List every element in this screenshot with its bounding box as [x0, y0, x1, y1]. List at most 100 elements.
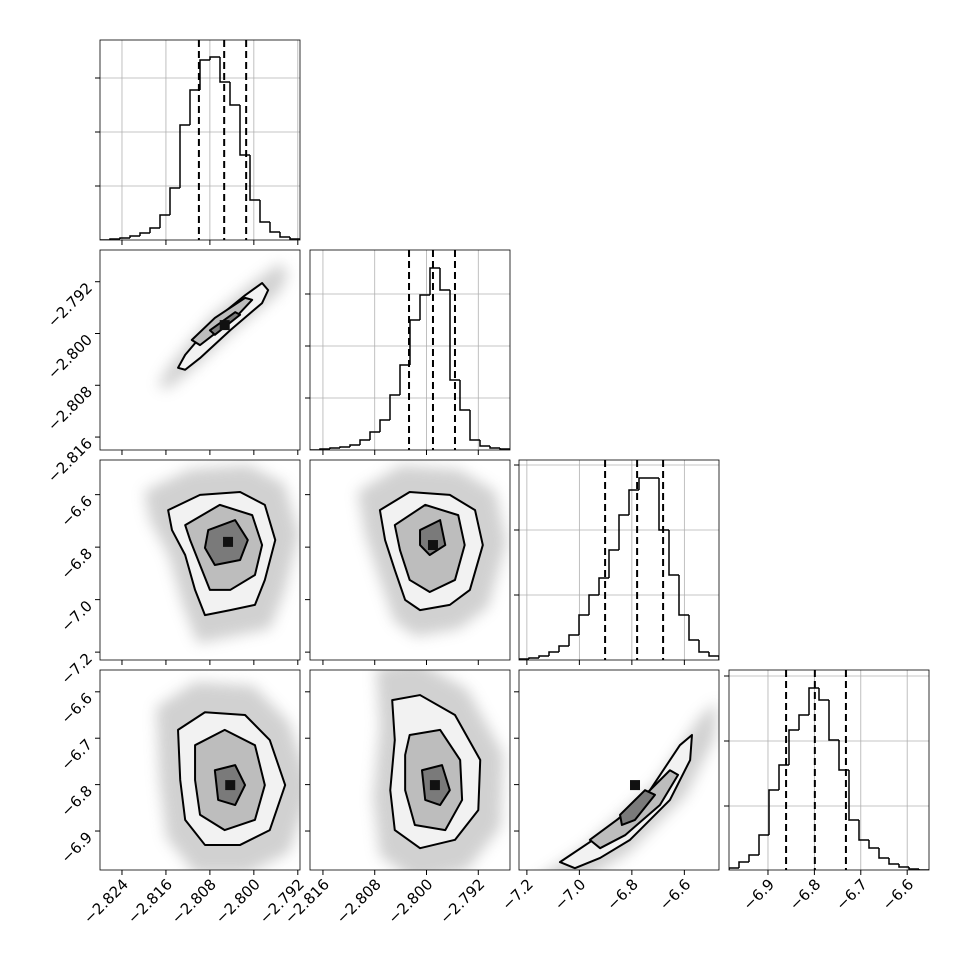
histogram-step [758, 834, 769, 855]
histogram-step [738, 861, 749, 868]
histogram-step [898, 864, 909, 868]
panel [519, 670, 719, 870]
histogram-step [788, 729, 799, 765]
y-tick-label: −6.6 [58, 689, 96, 727]
histogram-step [548, 651, 559, 656]
histogram-step [429, 267, 440, 295]
histogram-step [768, 789, 779, 835]
histogram-step [469, 410, 480, 441]
x-tick-label: −6.8 [786, 875, 824, 913]
histogram-step [678, 575, 689, 616]
histogram-step [828, 700, 839, 741]
density-peak [219, 320, 230, 331]
panel-frame [99, 669, 301, 871]
panel [729, 670, 929, 870]
x-tick-label: −7.2 [498, 875, 536, 913]
panel-frame [309, 459, 511, 661]
y-tick-label: −2.816 [44, 434, 96, 486]
histogram-step [219, 57, 230, 83]
y-tick-label: −2.808 [44, 383, 96, 435]
panel [310, 250, 510, 450]
panel [310, 460, 510, 660]
panel [100, 40, 300, 240]
x-tick-label: −6.6 [656, 875, 694, 913]
y-tick-label: −6.7 [58, 735, 96, 773]
y-tick-label: −7.0 [58, 597, 96, 635]
histogram-step [149, 227, 160, 233]
histogram-step [269, 222, 280, 233]
histogram-step [868, 840, 879, 849]
histogram-step [349, 444, 360, 447]
histogram-step [908, 867, 919, 870]
panel-frame [99, 249, 301, 451]
histogram-step [608, 549, 619, 578]
histogram-step [708, 652, 719, 660]
y-tick-label: −2.800 [44, 331, 96, 383]
x-tick-label: −2.792 [436, 875, 488, 927]
histogram-step [668, 530, 679, 576]
panel-frame [518, 459, 720, 661]
panel-bg [519, 460, 719, 660]
y-tick-label: −6.8 [58, 782, 96, 820]
histogram-step [179, 124, 190, 188]
histogram-step [449, 290, 460, 381]
density-peak [429, 780, 440, 791]
panel-frame [518, 669, 720, 871]
histogram-step [878, 848, 889, 859]
histogram-step [588, 594, 599, 615]
panel-frame [728, 669, 930, 871]
x-tick-label: −2.800 [212, 875, 264, 927]
x-tick-label: −6.8 [603, 875, 641, 913]
y-tick-label: −2.792 [44, 279, 96, 331]
panel [519, 460, 719, 660]
histogram-step [419, 294, 430, 320]
histogram-step [159, 214, 170, 228]
histogram-step [209, 56, 220, 60]
histogram-step [818, 688, 829, 701]
histogram-step [279, 232, 290, 238]
y-tick-label: −7.2 [58, 649, 96, 687]
panel-frame [309, 249, 511, 451]
histogram-step [249, 155, 260, 201]
x-tick-label: −2.808 [168, 875, 220, 927]
histogram-step [858, 820, 869, 841]
histogram-step [379, 419, 390, 432]
histogram-step [119, 237, 130, 239]
histogram-step [848, 770, 859, 821]
x-tick-label: −2.816 [124, 875, 176, 927]
x-tick-label: −7.0 [551, 875, 589, 913]
panel [100, 460, 300, 660]
density-peak [427, 540, 438, 551]
histogram-step [499, 448, 510, 450]
histogram-step [189, 89, 200, 125]
histogram-step [259, 200, 270, 223]
histogram-step [489, 446, 500, 449]
histogram-step [289, 237, 300, 240]
histogram-step [519, 658, 529, 660]
histogram-step [558, 645, 569, 652]
histogram-step [139, 232, 150, 236]
histogram-step [568, 634, 579, 646]
histogram-step [399, 364, 410, 395]
histogram-step [329, 447, 340, 449]
histogram-step [628, 489, 639, 515]
panel-frame [309, 669, 511, 871]
histogram-step [688, 615, 699, 641]
panel [100, 250, 300, 450]
histogram-step [129, 235, 140, 238]
histogram-step [439, 268, 450, 291]
histogram-step [169, 187, 180, 215]
panel [100, 670, 300, 870]
histogram-step [528, 657, 539, 659]
histogram-step [748, 854, 759, 862]
histogram-step [229, 82, 240, 106]
y-tick-label: −6.9 [58, 828, 96, 866]
x-tick-label: −2.800 [385, 875, 437, 927]
histogram-step [369, 431, 380, 440]
histogram-step [389, 394, 400, 420]
histogram-step [479, 440, 490, 447]
density-peak [630, 780, 641, 791]
y-tick-label: −6.8 [58, 544, 96, 582]
